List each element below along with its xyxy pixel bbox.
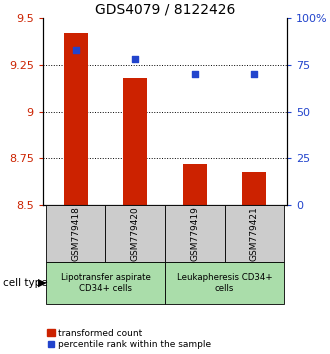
Bar bbox=[106, 205, 165, 262]
Bar bbox=[224, 205, 284, 262]
Text: GSM779420: GSM779420 bbox=[131, 206, 140, 261]
Title: GDS4079 / 8122426: GDS4079 / 8122426 bbox=[95, 2, 235, 17]
Bar bbox=[123, 78, 147, 205]
Text: Lipotransfer aspirate
CD34+ cells: Lipotransfer aspirate CD34+ cells bbox=[60, 273, 150, 293]
Point bbox=[252, 71, 257, 77]
Text: Leukapheresis CD34+
cells: Leukapheresis CD34+ cells bbox=[177, 273, 272, 293]
Text: cell type: cell type bbox=[3, 278, 48, 288]
Bar bbox=[165, 262, 284, 304]
Bar bbox=[46, 262, 165, 304]
Bar bbox=[46, 205, 106, 262]
Point bbox=[192, 71, 197, 77]
Text: GSM779421: GSM779421 bbox=[250, 206, 259, 261]
Bar bbox=[243, 172, 266, 205]
Legend: transformed count, percentile rank within the sample: transformed count, percentile rank withi… bbox=[48, 329, 212, 349]
Text: GSM779418: GSM779418 bbox=[71, 206, 80, 261]
Bar bbox=[64, 33, 87, 205]
Point bbox=[133, 56, 138, 62]
Bar bbox=[183, 164, 207, 205]
Point bbox=[73, 47, 78, 52]
Text: ▶: ▶ bbox=[38, 278, 47, 288]
Text: GSM779419: GSM779419 bbox=[190, 206, 199, 261]
Bar bbox=[165, 205, 224, 262]
